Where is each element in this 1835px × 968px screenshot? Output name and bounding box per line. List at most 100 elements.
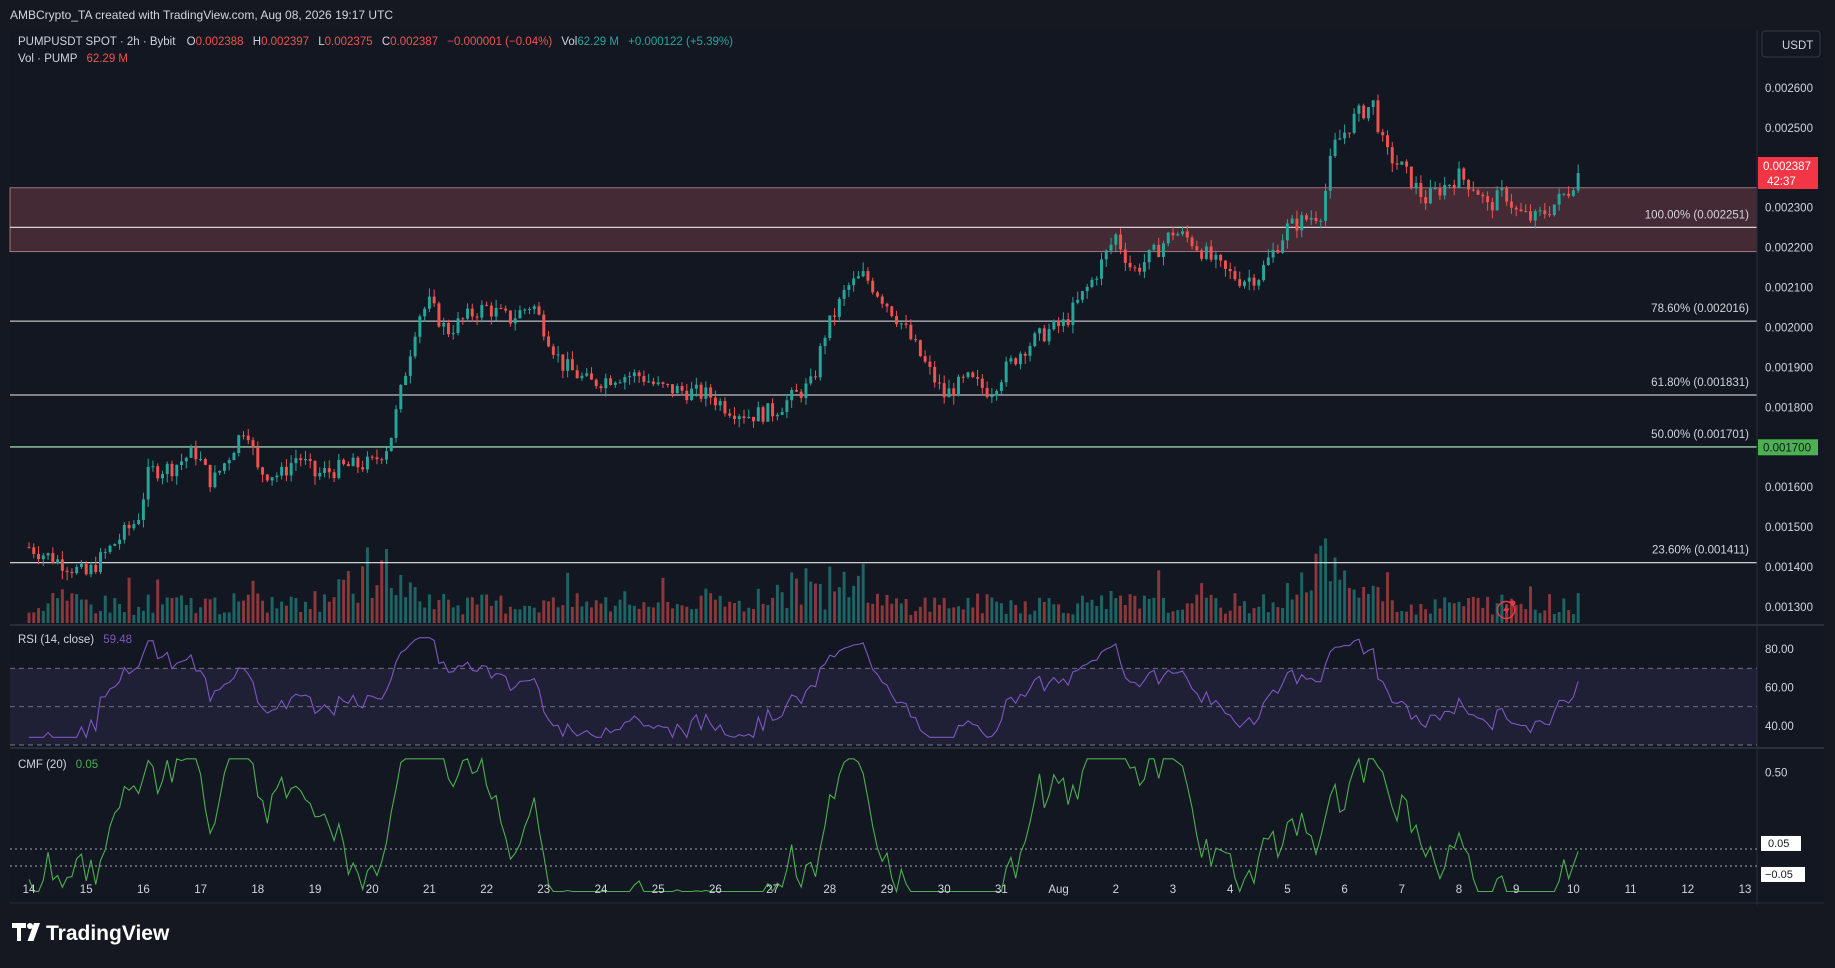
candle-body xyxy=(504,308,508,311)
cmf-pane: 0.50 xyxy=(10,756,1787,894)
volume-bar xyxy=(1447,602,1451,623)
volume-bar xyxy=(561,605,565,623)
tradingview-logo[interactable]: TradingView xyxy=(12,922,170,945)
candle-body xyxy=(771,403,775,417)
price-tick-label: 0.001800 xyxy=(1765,402,1813,414)
candle-body xyxy=(952,388,956,397)
candle-body xyxy=(1085,286,1089,292)
volume-bar xyxy=(270,597,274,623)
volume-bar xyxy=(1490,614,1494,623)
volume-bar xyxy=(118,604,122,623)
volume-bar xyxy=(370,597,374,623)
candle-body xyxy=(132,524,136,529)
candle-body xyxy=(589,373,593,380)
volume-bar xyxy=(1090,599,1094,623)
time-tick-label: 17 xyxy=(194,884,207,896)
volume-bar xyxy=(761,603,765,623)
candle-body xyxy=(985,387,989,398)
candle-body xyxy=(84,563,88,575)
candle-body xyxy=(37,553,41,560)
candle-body xyxy=(628,376,632,378)
volume-bar xyxy=(151,612,155,623)
volume-bar xyxy=(46,603,50,623)
candle-body xyxy=(756,407,760,422)
candle-body xyxy=(113,544,117,546)
time-tick-label: 23 xyxy=(537,884,550,896)
candle-body xyxy=(1314,217,1318,221)
candle-body xyxy=(1090,279,1094,287)
candle-body xyxy=(542,314,546,337)
candle-body xyxy=(46,553,50,556)
volume-bar xyxy=(1405,611,1409,623)
candle-body xyxy=(1509,201,1513,208)
candle-body xyxy=(1157,244,1161,258)
candle-body xyxy=(947,388,951,398)
volume-bar xyxy=(628,604,632,623)
volume-bar xyxy=(542,600,546,623)
volume-bar xyxy=(1290,599,1294,623)
candle-body xyxy=(1290,218,1294,224)
candle-body xyxy=(189,446,193,458)
price-tick-label: 0.002200 xyxy=(1765,243,1813,255)
candle-body xyxy=(94,564,98,572)
volume-bar xyxy=(589,607,593,623)
candle-body xyxy=(1262,265,1266,281)
volume-bar xyxy=(1009,600,1013,623)
volume-bar xyxy=(1419,604,1423,623)
candle-body xyxy=(761,407,765,422)
volume-bar xyxy=(308,608,312,623)
candle-body xyxy=(351,457,355,467)
candle-body xyxy=(1490,202,1494,211)
svg-text:Vol · PUMP 62.29 M: Vol · PUMP 62.29 M xyxy=(18,53,128,65)
volume-bar xyxy=(1352,589,1356,623)
volume-bar xyxy=(961,609,965,623)
candle-body xyxy=(32,547,36,554)
volume-bar xyxy=(671,608,674,623)
volume-bar xyxy=(1357,597,1361,623)
volume-bar xyxy=(585,601,589,623)
volume-bar xyxy=(1223,613,1227,623)
volume-bar xyxy=(1080,595,1084,623)
candle-body xyxy=(995,391,999,396)
volume-bar xyxy=(1061,612,1065,623)
candle-body xyxy=(809,376,813,384)
volume-bar xyxy=(1486,596,1490,623)
currency-button[interactable]: USDT xyxy=(1761,30,1821,58)
candle-body xyxy=(651,381,655,385)
volume-bar xyxy=(456,605,460,623)
candle-body xyxy=(599,386,603,389)
time-axis[interactable]: 14 15 16 17 18 19 20 21 22 23 24 25 26 27 28 29 30 31 Aug 2… xyxy=(23,884,1752,896)
candle-body xyxy=(856,276,860,279)
candle-body xyxy=(1228,268,1232,272)
lightning-icon[interactable] xyxy=(1496,600,1516,620)
volume-bar xyxy=(556,607,560,623)
candle-body xyxy=(1109,244,1113,251)
candle-body xyxy=(218,470,222,473)
candle-body xyxy=(1343,132,1347,139)
price-tick-label: 0.002600 xyxy=(1765,83,1813,95)
volume-bar xyxy=(127,577,131,623)
volume-bar xyxy=(1262,594,1266,623)
volume-bar xyxy=(1095,606,1099,623)
volume-bar xyxy=(775,584,779,623)
volume-bar xyxy=(723,606,727,623)
candle-body xyxy=(1309,217,1313,220)
volume-bar xyxy=(680,605,684,623)
candle-body xyxy=(1409,166,1413,189)
volume-bar xyxy=(599,603,603,623)
volume-bar xyxy=(1376,587,1380,623)
candle-body xyxy=(904,323,908,325)
candle-body xyxy=(933,366,937,383)
volume-bar xyxy=(1161,597,1165,623)
volume-bar xyxy=(485,594,489,623)
volume-bar xyxy=(790,572,794,623)
candle-body xyxy=(1028,346,1032,356)
volume-bar xyxy=(1328,581,1332,623)
symbol-legend: PUMPUSDT SPOT · 2h · Bybit O0.002388 H0.… xyxy=(18,36,733,65)
time-tick-label: Aug xyxy=(1048,884,1068,896)
volume-bar xyxy=(1066,613,1070,623)
candle-body xyxy=(871,280,875,293)
volume-bar xyxy=(1138,608,1142,623)
volume-bar xyxy=(1238,605,1242,623)
